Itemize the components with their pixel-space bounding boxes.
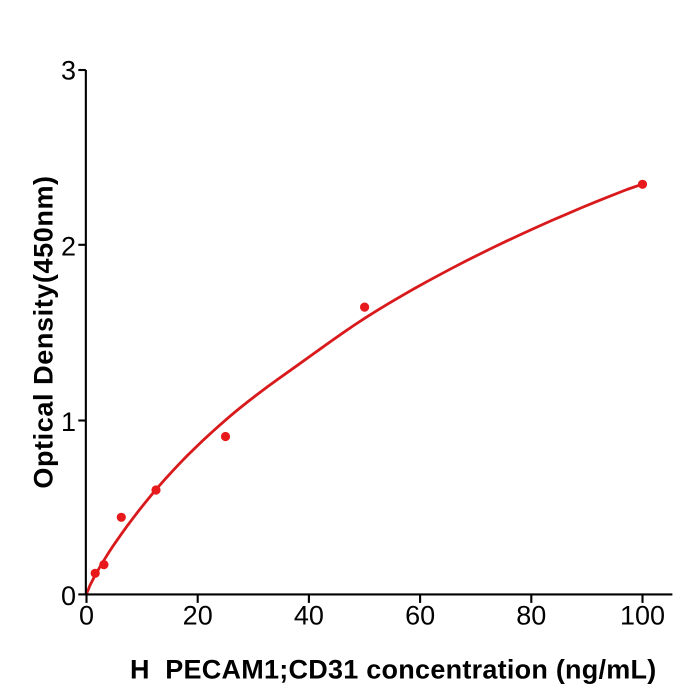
- svg-text:Optical Density(450nm): Optical Density(450nm): [29, 175, 59, 488]
- svg-text:0: 0: [79, 601, 94, 631]
- svg-text:2: 2: [61, 231, 76, 261]
- svg-text:60: 60: [405, 601, 435, 631]
- svg-text:0: 0: [61, 581, 76, 611]
- svg-text:20: 20: [183, 601, 213, 631]
- svg-text:H PECAM1;CD31 concentration (: H PECAM1;CD31 concentration (ng/mL): [130, 655, 657, 685]
- svg-text:80: 80: [516, 601, 546, 631]
- svg-text:100: 100: [620, 601, 665, 631]
- svg-text:1: 1: [61, 407, 76, 437]
- svg-text:40: 40: [294, 601, 324, 631]
- svg-text:3: 3: [61, 56, 76, 86]
